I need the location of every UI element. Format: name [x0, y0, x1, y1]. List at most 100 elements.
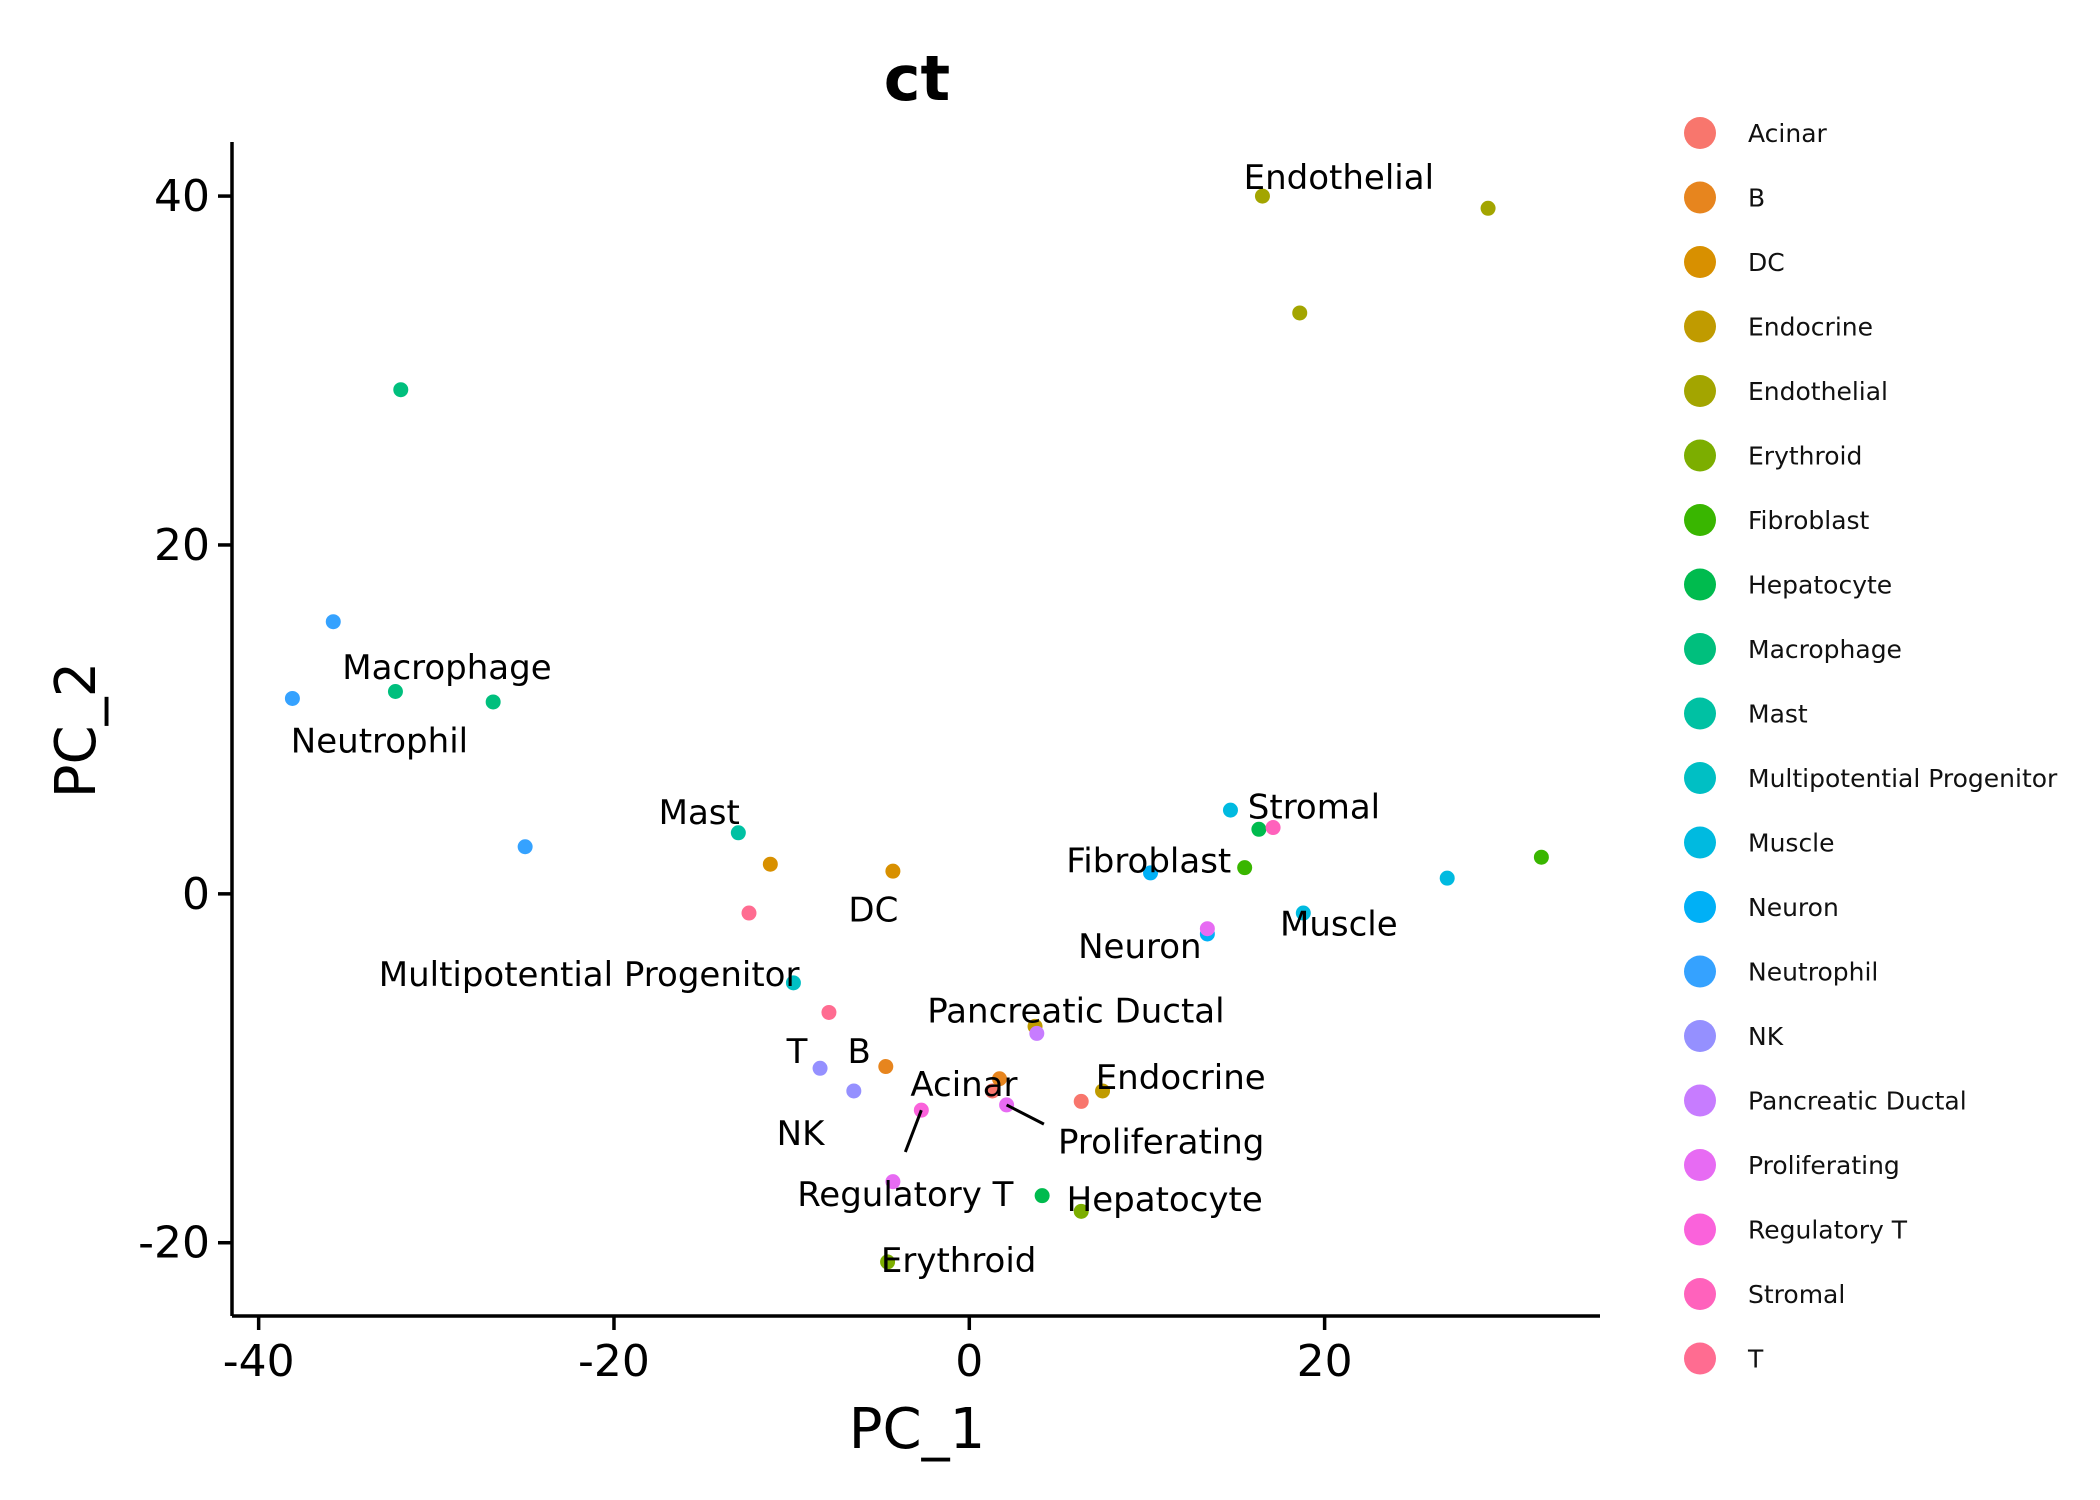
legend-label: Proliferating — [1748, 1151, 1900, 1180]
x-tick-label: -20 — [578, 1336, 650, 1387]
legend-key — [1684, 697, 1716, 730]
legend-key — [1684, 826, 1716, 859]
legend-label: B — [1748, 184, 1765, 213]
point-proliferating — [1199, 921, 1215, 937]
point-pancreatic-ductal — [1029, 1025, 1045, 1041]
legend-key — [1684, 504, 1716, 536]
point-nk — [812, 1060, 828, 1076]
legend-label: T — [1747, 1345, 1764, 1374]
point-label: Neutrophil — [291, 721, 468, 761]
point-b — [878, 1059, 894, 1075]
point-proliferating — [885, 1174, 901, 1190]
legend-key — [1684, 117, 1716, 149]
legend-label: Multipotential Progenitor — [1748, 764, 2058, 793]
y-tick-label: 0 — [182, 869, 210, 920]
legend-key — [1684, 633, 1716, 665]
y-tick-label: 20 — [154, 520, 210, 571]
point-hepatocyte — [1034, 1188, 1050, 1204]
y-tick-label: -20 — [138, 1218, 210, 1269]
legend-label: Stromal — [1748, 1280, 1845, 1309]
legend-label: Erythroid — [1748, 442, 1862, 471]
point-label: DC — [848, 891, 898, 931]
point-label: Endocrine — [1096, 1058, 1266, 1098]
point-neutrophil — [517, 839, 533, 855]
point-label: Pancreatic Ductal — [927, 992, 1224, 1032]
point-dc — [885, 863, 901, 879]
legend-key — [1684, 891, 1716, 923]
point-label: Multipotential Progenitor — [379, 955, 800, 995]
legend-key — [1684, 955, 1716, 988]
plot-area — [284, 188, 1549, 1270]
point-macrophage — [393, 382, 409, 398]
point-erythroid — [880, 1254, 896, 1270]
x-tick-label: -40 — [223, 1336, 295, 1387]
point-fibroblast — [1237, 860, 1253, 876]
legend-label: Muscle — [1748, 829, 1835, 858]
legend-key — [1684, 1342, 1716, 1375]
legend-key — [1684, 1278, 1716, 1310]
legend-label: DC — [1748, 248, 1785, 277]
legend-label: Neutrophil — [1748, 958, 1878, 987]
point-erythroid — [1073, 1203, 1089, 1219]
point-nk — [846, 1083, 862, 1099]
point-multipotential-progenitor — [785, 975, 801, 991]
point-mast — [730, 825, 746, 841]
legend-label: Mast — [1748, 700, 1808, 729]
point-b — [992, 1071, 1008, 1087]
legend-key — [1684, 1020, 1716, 1052]
point-neutrophil — [284, 690, 300, 706]
point-muscle — [1439, 870, 1455, 886]
point-endothelial — [1480, 200, 1496, 216]
point-acinar — [1073, 1093, 1089, 1109]
label-leader-line — [903, 1109, 923, 1153]
point-label: Endothelial — [1244, 158, 1434, 198]
axes: -40 -20 0 20 -20 0 20 40 — [138, 142, 1600, 1387]
point-label: Macrophage — [342, 648, 551, 688]
legend-label: Endothelial — [1748, 377, 1888, 406]
point-label: Acinar — [910, 1065, 1017, 1105]
legend-label: Pancreatic Ductal — [1748, 1087, 1967, 1116]
point-dc — [762, 856, 778, 872]
point-label: T — [786, 1032, 808, 1072]
legend-key — [1684, 310, 1716, 343]
legend-key — [1684, 181, 1716, 214]
point-neutrophil — [325, 614, 341, 630]
point-macrophage — [485, 694, 501, 710]
point-t — [741, 905, 757, 921]
point-stromal — [1265, 820, 1281, 836]
point-macrophage — [387, 683, 403, 699]
point-label: B — [847, 1032, 870, 1072]
legend-label: Macrophage — [1748, 635, 1902, 664]
legend-label: Hepatocyte — [1748, 571, 1892, 600]
legend-key — [1684, 439, 1716, 472]
point-hepatocyte — [1251, 821, 1267, 837]
legend-label: Regulatory T — [1748, 1216, 1908, 1245]
point-label: Muscle — [1280, 905, 1398, 945]
x-tick-label: 20 — [1297, 1336, 1353, 1387]
legend-key — [1684, 568, 1716, 601]
point-label: Fibroblast — [1066, 842, 1231, 882]
legend-label: Neuron — [1748, 893, 1839, 922]
x-axis-title: PC_1 — [849, 1397, 986, 1462]
point-endothelial — [1292, 305, 1308, 321]
point-endothelial — [1254, 188, 1270, 204]
legend-key — [1684, 1149, 1716, 1181]
point-label: Stromal — [1248, 788, 1380, 828]
point-fibroblast — [1533, 849, 1549, 865]
label-leader-line — [1005, 1103, 1045, 1126]
point-label: Regulatory T — [797, 1175, 1013, 1215]
point-muscle — [1295, 905, 1311, 921]
point-label: NK — [777, 1114, 826, 1154]
point-label: Hepatocyte — [1067, 1180, 1263, 1220]
legend-label: Acinar — [1748, 119, 1828, 148]
legend: Acinar B DC Endocrine Endothelial Erythroid Fi… — [1684, 117, 2058, 1375]
point-labels: Endothelial Macrophage Neutrophil Mast DC Mul… — [291, 158, 1434, 1281]
legend-label: NK — [1748, 1022, 1784, 1051]
point-endocrine — [1095, 1083, 1111, 1099]
point-label: Mast — [659, 793, 740, 833]
point-muscle — [1222, 802, 1238, 818]
legend-key — [1684, 1213, 1716, 1246]
legend-label: Fibroblast — [1748, 506, 1870, 535]
point-acinar — [984, 1083, 1000, 1099]
